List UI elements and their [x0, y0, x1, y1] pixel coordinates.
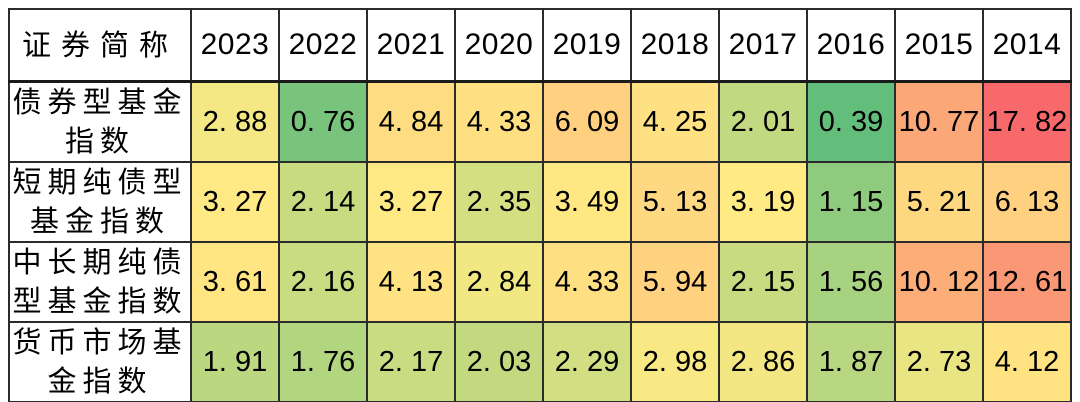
value-cell: 2. 15	[718, 241, 808, 323]
year-header-cell: 2019	[542, 8, 632, 83]
year-header-cell: 2016	[806, 8, 896, 83]
value-cell: 4. 25	[630, 80, 720, 163]
row-label: 货币市场基金指数	[12, 325, 188, 398]
value-cell: 1. 91	[190, 321, 280, 402]
year-header-cell: 2020	[454, 8, 544, 83]
value-cell: 1. 76	[278, 321, 368, 402]
value-cell: 10. 77	[894, 80, 984, 163]
year-header-cell: 2017	[718, 8, 808, 83]
row-label-cell: 货币市场基金指数	[8, 321, 192, 402]
year-header-cell: 2015	[894, 8, 984, 83]
value-cell: 5. 13	[630, 161, 720, 243]
year-header-label: 2023	[200, 28, 270, 61]
row-label: 中长期纯债型基金指数	[12, 245, 188, 318]
value-cell: 3. 19	[718, 161, 808, 243]
year-header-cell: 2018	[630, 8, 720, 83]
table-body: 债券型基金指数 2. 88 0. 76 4. 84 4. 33 6. 09 4. 25 2. …	[8, 80, 1072, 402]
fund-index-heatmap-table: 证券简称 2023 2022 2021 2020 2019 2018 2017 2016 201…	[8, 8, 1072, 402]
row-label: 债券型基金指数	[12, 85, 188, 158]
value-cell: 0. 39	[806, 80, 896, 163]
value-cell: 4. 12	[982, 321, 1072, 402]
value-cell: 3. 61	[190, 241, 280, 323]
year-header-label: 2020	[464, 28, 534, 61]
value-cell: 6. 09	[542, 80, 632, 163]
year-header-label: 2019	[552, 28, 622, 61]
value-cell: 3. 27	[190, 161, 280, 243]
value-cell: 0. 76	[278, 80, 368, 163]
year-header-label: 2022	[288, 28, 358, 61]
value-cell: 2. 35	[454, 161, 544, 243]
table-row: 货币市场基金指数 1. 91 1. 76 2. 17 2. 03 2. 29 2. 98 2.…	[8, 321, 1072, 402]
value-cell: 10. 12	[894, 241, 984, 323]
row-label: 短期纯债型基金指数	[12, 165, 188, 238]
year-header-cell: 2023	[190, 8, 280, 83]
corner-header-cell: 证券简称	[8, 8, 192, 83]
value-cell: 2. 88	[190, 80, 280, 163]
header-row: 证券简称 2023 2022 2021 2020 2019 2018 2017 2016 201…	[8, 8, 1072, 83]
value-cell: 1. 87	[806, 321, 896, 402]
value-cell: 2. 14	[278, 161, 368, 243]
value-cell: 2. 17	[366, 321, 456, 402]
row-label-cell: 中长期纯债型基金指数	[8, 241, 192, 323]
value-cell: 4. 33	[542, 241, 632, 323]
year-header-label: 2018	[640, 28, 710, 61]
value-cell: 5. 94	[630, 241, 720, 323]
value-cell: 3. 49	[542, 161, 632, 243]
value-cell: 4. 13	[366, 241, 456, 323]
value-cell: 2. 73	[894, 321, 984, 402]
value-cell: 2. 84	[454, 241, 544, 323]
year-header-cell: 2014	[982, 8, 1072, 83]
year-header-label: 2021	[376, 28, 446, 61]
year-header-cell: 2022	[278, 8, 368, 83]
value-cell: 1. 56	[806, 241, 896, 323]
value-cell: 6. 13	[982, 161, 1072, 243]
row-label-cell: 债券型基金指数	[8, 80, 192, 163]
year-header-cell: 2021	[366, 8, 456, 83]
value-cell: 2. 03	[454, 321, 544, 402]
value-cell: 2. 86	[718, 321, 808, 402]
value-cell: 3. 27	[366, 161, 456, 243]
value-cell: 17. 82	[982, 80, 1072, 163]
value-cell: 4. 84	[366, 80, 456, 163]
value-cell: 5. 21	[894, 161, 984, 243]
year-header-label: 2014	[992, 28, 1062, 61]
value-cell: 4. 33	[454, 80, 544, 163]
table-row: 中长期纯债型基金指数 3. 61 2. 16 4. 13 2. 84 4. 33 5. 94…	[8, 241, 1072, 323]
value-cell: 2. 16	[278, 241, 368, 323]
value-cell: 12. 61	[982, 241, 1072, 323]
row-label-cell: 短期纯债型基金指数	[8, 161, 192, 243]
table-row: 短期纯债型基金指数 3. 27 2. 14 3. 27 2. 35 3. 49 5. 13 3…	[8, 161, 1072, 243]
table-row: 债券型基金指数 2. 88 0. 76 4. 84 4. 33 6. 09 4. 25 2. …	[8, 80, 1072, 163]
value-cell: 2. 98	[630, 321, 720, 402]
value-cell: 2. 29	[542, 321, 632, 402]
value-cell: 2. 01	[718, 80, 808, 163]
value-cell: 1. 15	[806, 161, 896, 243]
year-header-label: 2016	[816, 28, 886, 61]
corner-header-label: 证券简称	[21, 27, 178, 62]
year-header-label: 2015	[904, 28, 974, 61]
year-header-label: 2017	[728, 28, 798, 61]
